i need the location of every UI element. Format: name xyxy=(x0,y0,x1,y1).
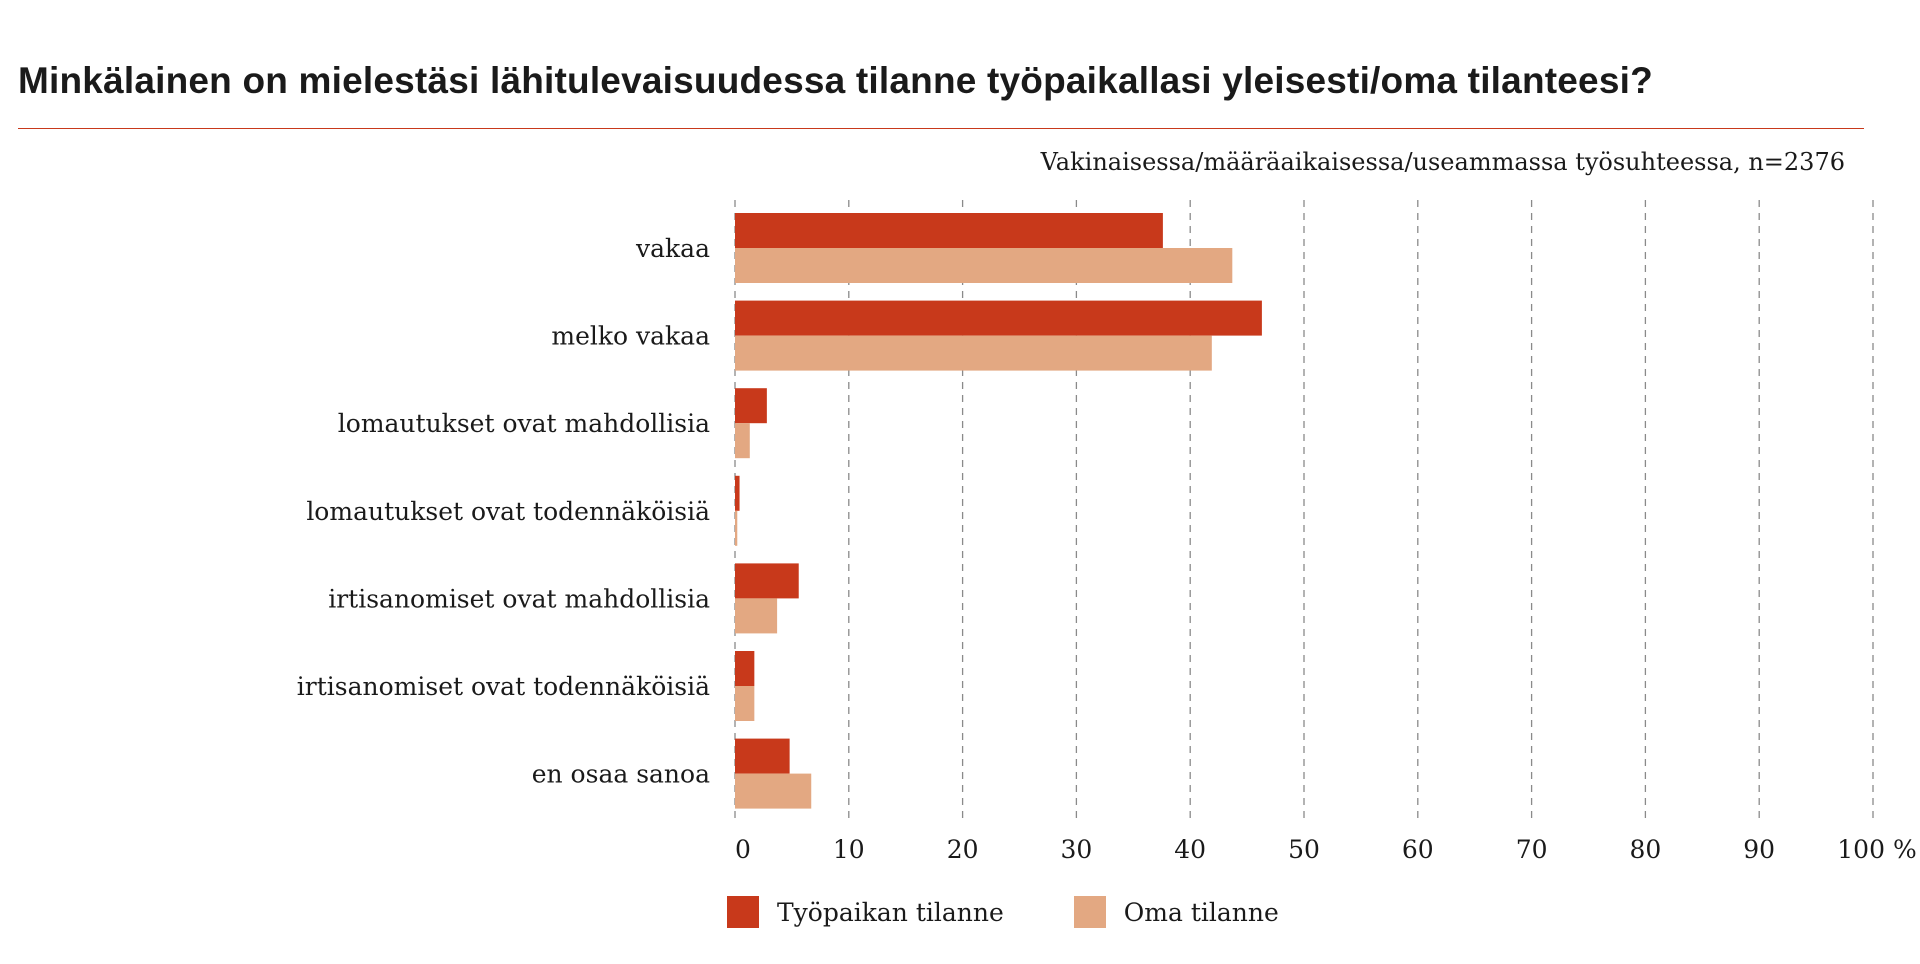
category-label: melko vakaa xyxy=(551,322,710,351)
legend: Työpaikan tilanne Oma tilanne xyxy=(727,896,1349,928)
x-tick-label: 40 xyxy=(1174,835,1206,864)
bar-own xyxy=(735,510,738,546)
x-tick-label: 70 xyxy=(1516,835,1548,864)
bar-workplace xyxy=(735,213,1163,248)
category-label: lomautukset ovat mahdollisia xyxy=(338,409,710,438)
legend-item-series-1: Työpaikan tilanne xyxy=(727,896,1004,928)
bars xyxy=(735,213,1262,809)
bar-workplace xyxy=(735,738,790,774)
x-tick-labels: 0 10 20 30 40 50 60 70 80 90 100 % xyxy=(735,835,1917,864)
bar-own xyxy=(735,598,778,634)
bar-workplace xyxy=(735,475,740,511)
bar-workplace xyxy=(735,651,755,686)
legend-label: Työpaikan tilanne xyxy=(777,897,1004,927)
x-tick-label: 60 xyxy=(1402,835,1434,864)
gridlines xyxy=(734,200,1874,820)
category-label: lomautukset ovat todennäköisiä xyxy=(306,497,710,526)
bar-workplace xyxy=(735,388,767,424)
x-tick-label: 20 xyxy=(947,835,979,864)
title-divider xyxy=(18,128,1864,129)
legend-item-series-2: Oma tilanne xyxy=(1073,896,1279,928)
bar-own xyxy=(735,773,812,809)
x-tick-label: 0 xyxy=(735,835,751,864)
x-tick-label: 50 xyxy=(1288,835,1320,864)
legend-swatch xyxy=(727,896,759,928)
x-tick-label: 90 xyxy=(1743,835,1775,864)
bar-own xyxy=(735,686,755,721)
category-label: irtisanomiset ovat mahdollisia xyxy=(328,584,710,613)
legend-swatch xyxy=(1073,896,1106,928)
chart-title: Minkälainen on mielestäsi lähitulevaisuu… xyxy=(18,60,1653,101)
legend-label: Oma tilanne xyxy=(1123,897,1279,927)
category-label: en osaa sanoa xyxy=(532,760,710,789)
bar-own xyxy=(735,248,1233,283)
x-tick-label: 10 xyxy=(833,835,865,864)
bar-workplace xyxy=(735,563,799,599)
chart-subtitle: Vakinaisessa/määräaikaisessa/useammassa … xyxy=(1040,148,1845,176)
bar-workplace xyxy=(735,300,1262,336)
x-tick-label: 80 xyxy=(1629,835,1661,864)
bar-own xyxy=(735,423,750,459)
category-label: vakaa xyxy=(635,234,710,263)
category-label: irtisanomiset ovat todennäköisiä xyxy=(297,672,710,701)
x-tick-label: 30 xyxy=(1060,835,1092,864)
category-labels: vakaa melko vakaa lomautukset ovat mahdoll… xyxy=(297,234,710,789)
bar-chart: vakaa melko vakaa lomautukset ovat mahdoll… xyxy=(297,200,1917,864)
x-tick-label: 100 % xyxy=(1837,835,1916,864)
bar-own xyxy=(735,335,1212,371)
